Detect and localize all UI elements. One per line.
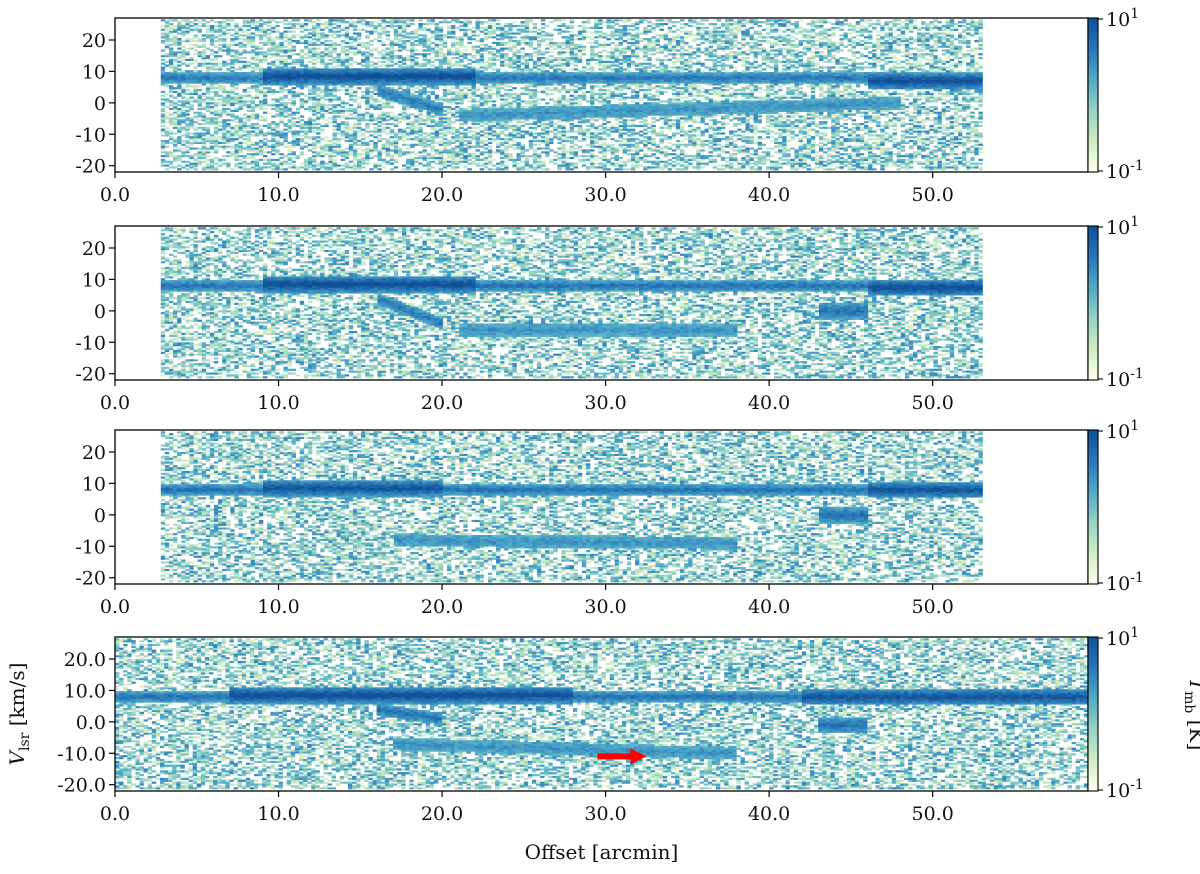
colorbar-min-label: 10-1 xyxy=(1106,366,1144,391)
y-tick-label: -20 xyxy=(75,568,106,590)
x-tick-label: 20.0 xyxy=(421,803,463,825)
y-tick-label: -20 xyxy=(75,364,106,386)
y-tick-label: 20 xyxy=(82,442,106,464)
pv-panel-1: 0.0 10.0 20.0 30.0 40.0 50.0 20 10 0 -10 -20 101 10-… xyxy=(75,6,1143,206)
colorbar-max-label: 101 xyxy=(1106,6,1139,31)
x-tick-label: 10.0 xyxy=(257,184,299,206)
x-tick-label: 10.0 xyxy=(257,596,299,618)
colorbar-min-label: 10-1 xyxy=(1106,777,1144,802)
pv-panel-4: 0.0 10.0 20.0 30.0 40.0 50.0 20.0 10.0 0.0 -10.0 -… xyxy=(5,625,1200,864)
y-tick-label: 10.0 xyxy=(64,680,106,702)
x-tick-label: 0.0 xyxy=(100,596,130,618)
colorbar: 101 10-1 Tmb [K] xyxy=(1087,625,1200,802)
x-tick-label: 0.0 xyxy=(100,803,130,825)
colorbar-gradient xyxy=(1087,17,1099,173)
y-tick-label: -10.0 xyxy=(57,743,106,765)
x-tick-label: 40.0 xyxy=(748,803,790,825)
heatmap-pixels xyxy=(160,431,983,583)
colorbar-gradient xyxy=(1087,429,1099,585)
colorbar-gradient xyxy=(1087,225,1099,381)
x-tick-label: 0.0 xyxy=(100,392,130,414)
x-tick-label: 40.0 xyxy=(748,184,790,206)
colorbar-min-label: 10-1 xyxy=(1106,158,1144,183)
colorbar-max-label: 101 xyxy=(1106,214,1139,239)
colorbar-max-label: 101 xyxy=(1106,418,1139,443)
y-tick-label: -10 xyxy=(75,536,106,558)
colorbar-max-label: 101 xyxy=(1106,625,1139,650)
y-tick-label: 10 xyxy=(82,269,106,291)
red-arrow-icon xyxy=(630,748,647,765)
y-tick-label: 10 xyxy=(82,473,106,495)
x-tick-label: 50.0 xyxy=(911,392,953,414)
x-tick-label: 30.0 xyxy=(584,803,626,825)
x-tick-label: 30.0 xyxy=(584,392,626,414)
pv-panel-3: 0.0 10.0 20.0 30.0 40.0 50.0 20 10 0 -10 -20 101 10-… xyxy=(75,418,1143,618)
x-tick-label: 50.0 xyxy=(911,596,953,618)
y-tick-label: 20 xyxy=(82,238,106,260)
pv-panel-2: 0.0 10.0 20.0 30.0 40.0 50.0 20 10 0 -10 -20 101 10-… xyxy=(75,214,1143,414)
x-tick-label: 30.0 xyxy=(584,184,626,206)
x-tick-label: 10.0 xyxy=(257,392,299,414)
y-tick-label: 0 xyxy=(94,301,106,323)
y-tick-label: -10 xyxy=(75,332,106,354)
colorbar-min-label: 10-1 xyxy=(1106,570,1144,595)
heatmap-pixels xyxy=(160,19,983,171)
colorbar-gradient xyxy=(1087,636,1099,792)
y-tick-label: 20.0 xyxy=(64,649,106,671)
x-tick-label: 20.0 xyxy=(421,392,463,414)
heatmap-pixels xyxy=(115,638,1089,790)
heatmap-pixels xyxy=(160,227,983,379)
y-axis-title: Vlsr [km/s] xyxy=(5,663,33,766)
y-tick-label: -20.0 xyxy=(57,775,106,797)
x-tick-label: 20.0 xyxy=(421,184,463,206)
x-tick-label: 40.0 xyxy=(748,596,790,618)
x-tick-label: 50.0 xyxy=(911,803,953,825)
colorbar-title: Tmb [K] xyxy=(1181,678,1200,751)
x-tick-label: 30.0 xyxy=(584,596,626,618)
y-tick-label: -10 xyxy=(75,124,106,146)
y-tick-label: -20 xyxy=(75,156,106,178)
x-tick-label: 10.0 xyxy=(257,803,299,825)
x-axis-title: Offset [arcmin] xyxy=(525,840,679,864)
y-tick-label: 10 xyxy=(82,61,106,83)
y-tick-label: 0.0 xyxy=(76,712,106,734)
y-tick-label: 20 xyxy=(82,30,106,52)
colorbar: 101 10-1 xyxy=(1087,418,1144,595)
y-tick-label: 0 xyxy=(94,93,106,115)
x-tick-label: 0.0 xyxy=(100,184,130,206)
x-tick-label: 20.0 xyxy=(421,596,463,618)
y-tick-label: 0 xyxy=(94,505,106,527)
colorbar: 101 10-1 xyxy=(1087,214,1144,391)
colorbar: 101 10-1 xyxy=(1087,6,1144,183)
x-tick-label: 40.0 xyxy=(748,392,790,414)
x-tick-label: 50.0 xyxy=(911,184,953,206)
